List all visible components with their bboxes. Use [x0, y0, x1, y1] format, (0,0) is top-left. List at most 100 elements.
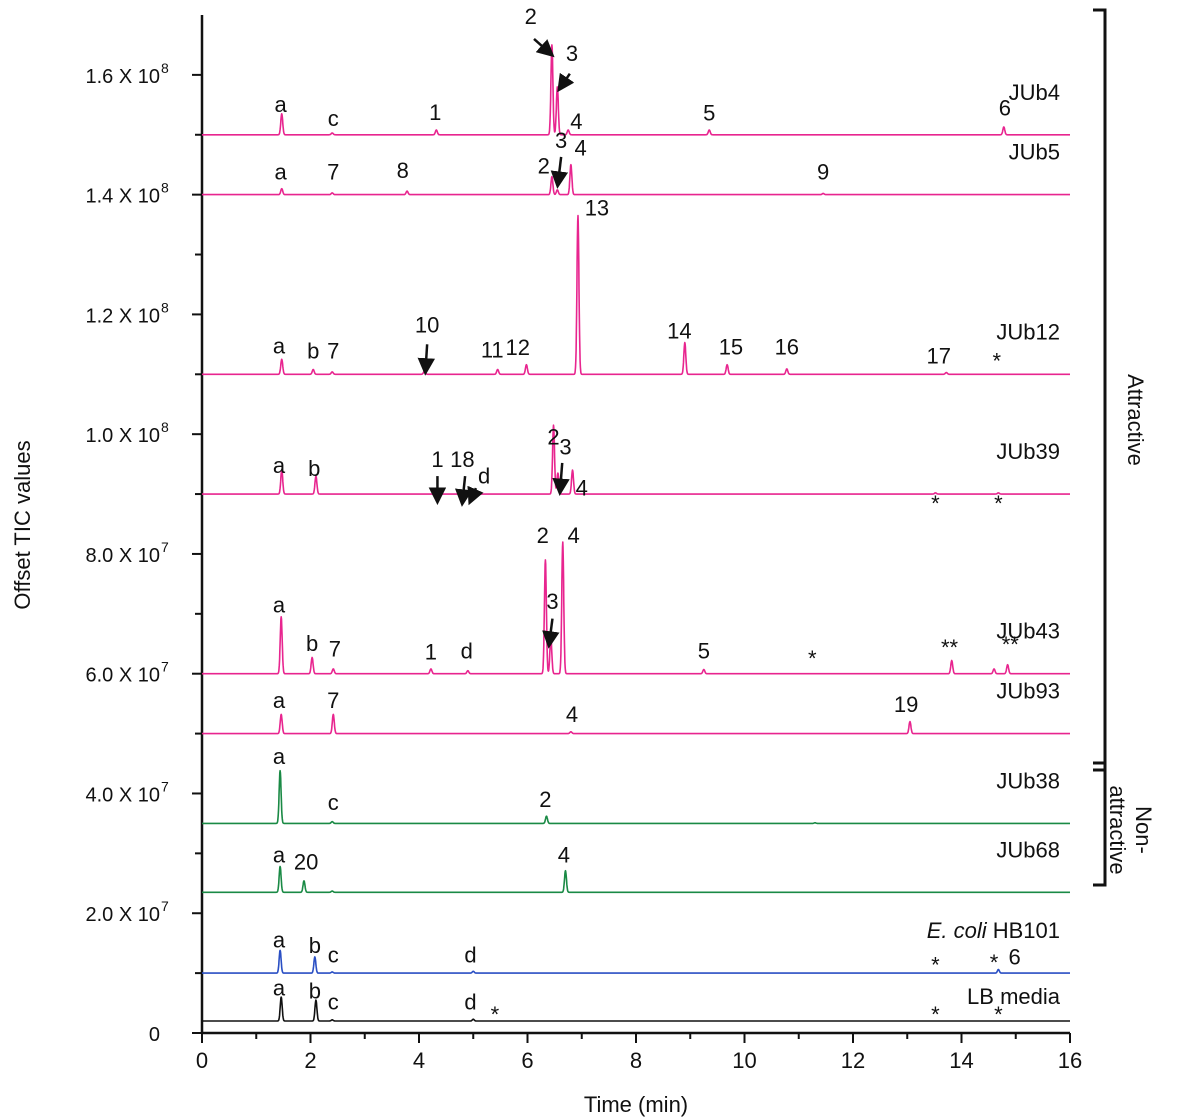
- peak-label: *: [931, 953, 940, 978]
- peak-label: *: [931, 491, 940, 516]
- series-name-label: E. coli HB101: [927, 918, 1060, 943]
- peak-label: 18: [450, 447, 474, 472]
- peak-label: d: [461, 639, 473, 664]
- peak-label: 19: [894, 692, 918, 717]
- series-name-label: JUb93: [996, 679, 1060, 704]
- peak-label: 4: [558, 842, 570, 867]
- group-label: Non-attractive: [1105, 785, 1156, 874]
- series-name-label: JUb43: [996, 619, 1060, 644]
- peak-label: 4: [570, 109, 582, 134]
- series-line: [201, 424, 1071, 495]
- x-tick-label: 16: [1058, 1048, 1082, 1073]
- peak-label: a: [275, 92, 288, 117]
- peak-label: 6: [1009, 945, 1021, 970]
- series-line: [201, 214, 1071, 376]
- series-line: [201, 713, 1071, 735]
- peak-label: b: [306, 631, 318, 656]
- peak-label: a: [273, 453, 286, 478]
- series-name-label: JUb4: [1009, 80, 1060, 105]
- peak-label: a: [273, 842, 286, 867]
- peak-label: *: [808, 646, 817, 671]
- y-tick-label: 6.0 X 10: [85, 665, 160, 687]
- x-tick-label: 0: [196, 1048, 208, 1073]
- peak-label: b: [309, 978, 321, 1003]
- peak-label: 12: [505, 335, 529, 360]
- series-line: [201, 44, 1071, 136]
- peak-label: 13: [585, 196, 609, 221]
- peak-arrow: [533, 38, 555, 58]
- peak-label: 3: [566, 41, 578, 66]
- peak-label: 15: [719, 335, 743, 360]
- peak-label: a: [273, 688, 286, 713]
- peak-label: 5: [698, 639, 710, 664]
- y-tick-exponent: 7: [161, 539, 169, 555]
- series-line: [201, 769, 1071, 825]
- x-tick-label: 8: [630, 1048, 642, 1073]
- series-group: [201, 44, 1071, 1022]
- peak-label: **: [941, 635, 959, 660]
- peak-label: 3: [559, 435, 571, 460]
- y-tick-label: 8.0 X 10: [85, 545, 160, 567]
- peak-arrow: [417, 344, 436, 376]
- x-tick-label: 12: [841, 1048, 865, 1073]
- peak-label: a: [273, 927, 286, 952]
- series-line: [201, 996, 1071, 1022]
- y-tick-exponent: 7: [161, 778, 169, 794]
- peak-label: 2: [525, 4, 537, 29]
- peak-arrow: [455, 475, 473, 507]
- x-tick-label: 10: [732, 1048, 756, 1073]
- peak-label: 20: [294, 850, 318, 875]
- peak-arrow: [557, 72, 575, 93]
- series-line: [201, 949, 1071, 974]
- peak-arrow: [467, 485, 484, 506]
- peak-label: c: [328, 942, 339, 967]
- peak-label: *: [992, 348, 1001, 373]
- peak-label: *: [994, 1002, 1003, 1027]
- peak-label: 6: [999, 96, 1011, 121]
- peak-label: 1: [429, 100, 441, 125]
- peak-label: d: [478, 463, 490, 488]
- peak-label: 2: [539, 787, 551, 812]
- peak-label: b: [309, 933, 321, 958]
- y-tick-exponent: 7: [161, 659, 169, 675]
- y-tick-exponent: 8: [161, 60, 169, 76]
- series-line: [201, 865, 1071, 894]
- peak-label: 1: [431, 447, 443, 472]
- y-tick-label: 4.0 X 10: [85, 784, 160, 806]
- peak-label: 1: [425, 639, 437, 664]
- series-name-label: JUb68: [996, 837, 1060, 862]
- peak-label: 4: [575, 136, 587, 161]
- y-tick-exponent: 8: [161, 299, 169, 315]
- peak-label: 7: [327, 160, 339, 185]
- series-name-label: JUb38: [996, 768, 1060, 793]
- group-label: Attractive: [1123, 374, 1148, 466]
- peak-label: 4: [567, 523, 579, 548]
- peak-label: *: [491, 1002, 500, 1027]
- peak-label: b: [307, 339, 319, 364]
- series-name-label: JUb12: [996, 319, 1060, 344]
- x-tick-label: 4: [413, 1048, 425, 1073]
- peak-label: 16: [775, 335, 799, 360]
- peak-label: 11: [481, 338, 504, 363]
- peak-label: c: [328, 790, 339, 815]
- y-tick-exponent: 8: [161, 419, 169, 435]
- peak-label: d: [464, 942, 476, 967]
- peak-label: 5: [703, 100, 715, 125]
- peak-label: 2: [538, 154, 550, 179]
- y-axis-label: Offset TIC values: [10, 440, 35, 609]
- peak-label: **: [1002, 632, 1020, 657]
- x-tick-label: 6: [521, 1048, 533, 1073]
- y-tick-exponent: 8: [161, 180, 169, 196]
- peak-label: 14: [667, 318, 691, 343]
- peak-label: 7: [327, 339, 339, 364]
- series-line: [201, 163, 1071, 196]
- x-axis-label: Time (min): [584, 1092, 688, 1117]
- x-tick-label: 2: [304, 1048, 316, 1073]
- peak-label: c: [328, 106, 339, 131]
- peak-label: *: [990, 950, 999, 975]
- peak-label: a: [273, 975, 286, 1000]
- peak-label: d: [464, 990, 476, 1015]
- y-tick-label: 1.2 X 10: [85, 305, 160, 327]
